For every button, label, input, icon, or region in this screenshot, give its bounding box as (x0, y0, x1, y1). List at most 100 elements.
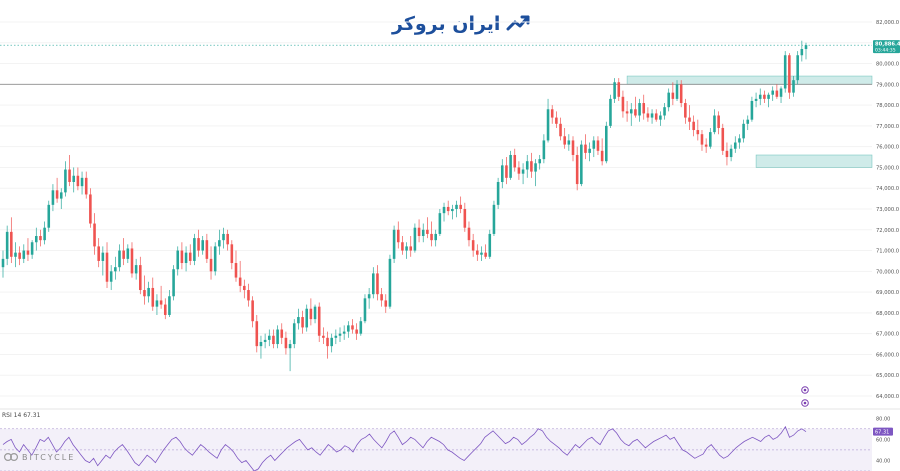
bitcycle-logo-icon (4, 453, 18, 461)
candle-body (384, 300, 388, 307)
price-tick-label: 68,000.0 (876, 311, 899, 317)
candle-body (147, 287, 150, 297)
candle-body (305, 308, 309, 328)
candle-body (638, 103, 641, 116)
candle-body (317, 306, 321, 336)
candle-body (534, 163, 537, 172)
candle-body (55, 190, 59, 199)
candle-body (322, 335, 325, 338)
candle-body (72, 175, 76, 182)
candle-body (521, 169, 525, 174)
candle-body (746, 119, 750, 124)
candle-body (480, 252, 483, 255)
candle-body (97, 246, 100, 261)
candle-body (380, 294, 383, 301)
candle-body (605, 125, 608, 162)
candle-body (22, 250, 26, 259)
price-tick-label: 75,000.0 (876, 165, 899, 171)
candle-body (417, 227, 421, 237)
candle-body (771, 90, 775, 95)
candle-body (696, 130, 700, 135)
candle-body (646, 113, 650, 118)
candle-body (634, 109, 637, 116)
candle-body (692, 121, 695, 131)
price-tick-label: 67,000.0 (876, 332, 899, 338)
candle-body (367, 294, 371, 299)
candle-body (276, 329, 279, 345)
candle-body (592, 140, 596, 149)
candle-body (559, 123, 562, 137)
supply-demand-zone (755, 154, 873, 168)
candle-body (517, 167, 521, 174)
price-tick-label: 74,000.0 (876, 186, 899, 192)
candle-body (126, 248, 130, 259)
price-badge-value: 80,886.4 (875, 42, 900, 48)
candle-body (122, 250, 125, 259)
rsi-label: RSI 14 67.31 (2, 412, 40, 419)
candle-body (251, 300, 254, 322)
price-axis: 82,000.081,000.080,000.079,000.078,000.0… (801, 20, 900, 407)
candle-body (197, 238, 200, 251)
candle-body (750, 100, 754, 120)
candle-body (800, 49, 804, 56)
candle-body (426, 229, 429, 234)
rsi-line (2, 425, 807, 471)
candle-body (742, 123, 745, 139)
candle-body (267, 335, 271, 340)
price-tick-label: 64,000.0 (876, 394, 899, 400)
candle-body (555, 117, 558, 124)
candle-body (134, 265, 138, 274)
candle-body (513, 154, 517, 168)
candle-body (584, 144, 587, 153)
price-tick-label: 65,000.0 (876, 373, 899, 379)
candle-body (442, 206, 446, 214)
candle-body (188, 252, 192, 261)
candle-body (259, 341, 263, 347)
candle-body (326, 337, 329, 347)
candle-body (758, 94, 762, 99)
candle-body (280, 329, 284, 338)
price-tick-label: 78,000.0 (876, 103, 899, 109)
price-tick-label: 79,000.0 (876, 82, 899, 88)
candle-body (313, 306, 317, 320)
candle-body (155, 300, 159, 307)
candle-body (459, 204, 462, 209)
candle-body (272, 335, 275, 345)
candle-body (151, 287, 155, 307)
candle-body (230, 244, 234, 264)
candle-body (679, 84, 683, 104)
candle-body (804, 45, 808, 50)
candle-body (263, 339, 267, 342)
candle-body (93, 223, 96, 247)
candle-body (621, 96, 625, 112)
price-tick-label: 70,000.0 (876, 269, 899, 275)
candle-body (222, 233, 225, 241)
candle-body (388, 258, 392, 307)
candle-body (130, 248, 134, 274)
candle-body (309, 308, 313, 320)
candle-body (733, 142, 737, 149)
candle-body (396, 229, 400, 243)
candle-body (10, 231, 13, 257)
rsi-value-text: 67.31 (23, 412, 41, 419)
candle-body (51, 190, 55, 205)
candle-body (663, 107, 666, 116)
candle-body (180, 250, 184, 264)
candle-body (446, 206, 450, 212)
candle-body (492, 204, 496, 234)
candle-body (172, 269, 175, 297)
candle-body (288, 344, 292, 349)
candle-body (434, 233, 437, 241)
candle-body (455, 204, 458, 209)
candle-body (505, 165, 508, 178)
candle-body (538, 159, 542, 164)
candle-body (659, 115, 662, 120)
candle-body (671, 92, 675, 99)
candle-body (143, 290, 146, 297)
candle-body (788, 55, 791, 93)
supply-demand-zone (626, 75, 873, 85)
candle-body (297, 317, 300, 324)
candle-body (783, 55, 787, 89)
